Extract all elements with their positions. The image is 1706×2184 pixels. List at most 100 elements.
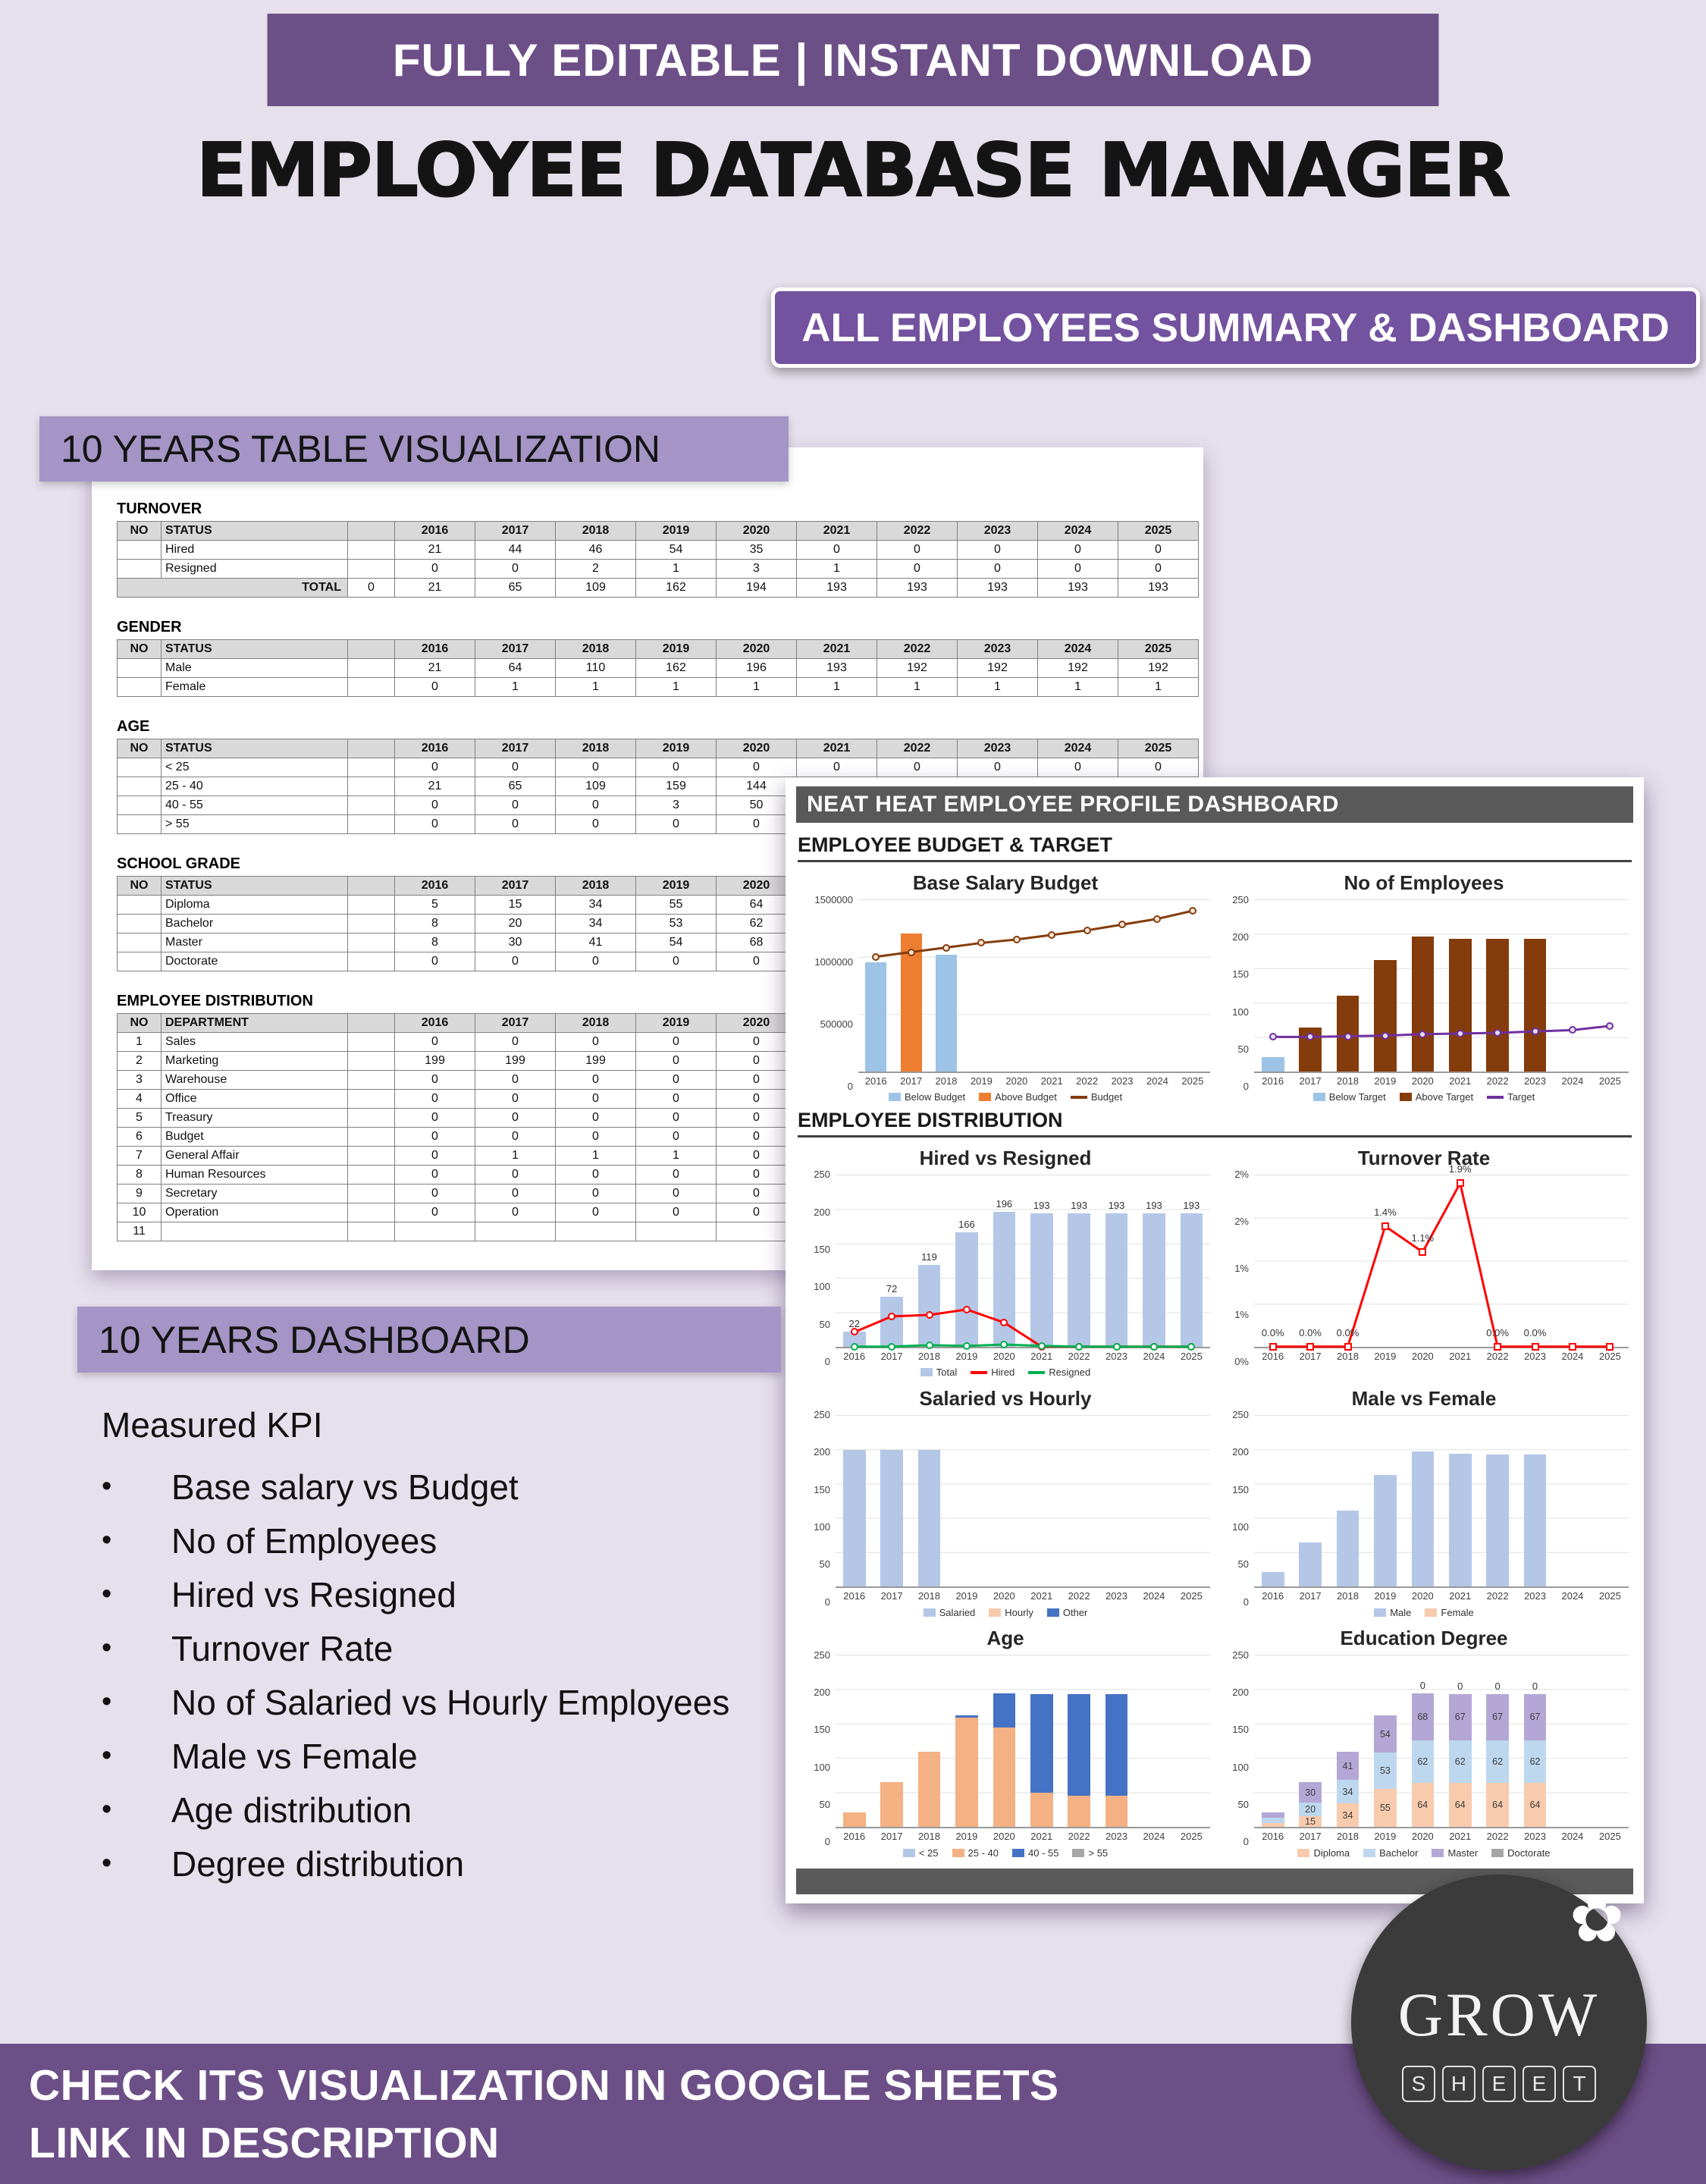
- plot-area: 0.0% 0.0% 0.0% 1.4% 1.1% 1.9% 0.0% 0.0%: [1254, 1163, 1629, 1351]
- cell-value: 0: [635, 814, 717, 834]
- bar-column: 193: [1173, 1175, 1210, 1347]
- line-marker: [1344, 1032, 1352, 1040]
- cell-blank: [347, 1127, 395, 1147]
- chart-legend: < 25 25 - 40 40 - 55 > 55: [801, 1846, 1210, 1859]
- line-series: [1254, 1175, 1629, 1347]
- line-marker: [850, 1342, 858, 1351]
- x-tick-label: 2021: [1449, 1075, 1472, 1087]
- cell-value: 21: [394, 658, 475, 678]
- kpi-item: • Male vs Female: [102, 1729, 729, 1783]
- cell-label: Secretary: [161, 1184, 348, 1203]
- table-row: Female 0 1 1 1 1 1 1 1 1 1: [117, 677, 1199, 697]
- bar-value-label: 166: [958, 1218, 975, 1230]
- col-year: 2025: [1118, 639, 1199, 659]
- line-series: [858, 899, 1210, 1072]
- cell-value: 0: [555, 1127, 636, 1147]
- bar-segment: [1180, 1213, 1203, 1347]
- x-tick-label: 2019: [970, 1075, 993, 1087]
- chart-legend: Diploma Bachelor Master Doctorate: [1219, 1846, 1629, 1859]
- x-tick-label: 2016: [1262, 1831, 1284, 1842]
- chart-body: 250 200 150 100 50 0 2016 2017 2018 2019 2020 2021 2…: [801, 1649, 1210, 1847]
- cell-value: 0: [555, 814, 636, 834]
- bar-column: [873, 1655, 910, 1827]
- bar-stack: [880, 1415, 903, 1587]
- kpi-bullet: •: [102, 1847, 112, 1879]
- cell-label: Marketing: [161, 1051, 348, 1071]
- cell-value: 0: [716, 1051, 797, 1071]
- table-heading: EMPLOYEE DISTRIBUTION: [117, 993, 313, 1009]
- legend-label: Above Target: [1415, 1091, 1474, 1103]
- x-tick-label: 2022: [1068, 1831, 1090, 1842]
- cell-value: 0: [475, 1089, 556, 1109]
- cell-value: 0: [635, 1032, 717, 1052]
- cell-value: 0: [716, 814, 797, 834]
- bar-stack: 64 62 67: [1523, 1655, 1547, 1827]
- x-tick-label: 2019: [955, 1590, 978, 1602]
- line-marker: [907, 948, 915, 956]
- cell-label: Hired: [161, 540, 348, 560]
- bar-segment: [1143, 1213, 1165, 1347]
- cell-value: 1: [635, 677, 717, 697]
- bar-column: 55 53 54: [1366, 1655, 1403, 1827]
- cell-label: > 55: [161, 814, 348, 834]
- col-blank: [347, 1013, 395, 1033]
- bar-value-label: 0: [1419, 1680, 1425, 1692]
- x-tick-label: 2023: [1105, 1350, 1127, 1362]
- bar-value-label: 196: [996, 1197, 1013, 1210]
- x-tick-label: 2020: [993, 1590, 1015, 1602]
- bar-segment: 53: [1374, 1753, 1397, 1790]
- cell-value: 15: [475, 895, 556, 915]
- cell-value: 0: [555, 1108, 636, 1128]
- bar-stack: 55 53 54: [1374, 1655, 1397, 1827]
- total-value: 21: [394, 578, 475, 598]
- line-marker: [1083, 926, 1091, 934]
- bar-stack: [1561, 1655, 1584, 1827]
- col-label: STATUS: [161, 639, 348, 659]
- cell-label: General Affair: [161, 1146, 348, 1166]
- col-label: STATUS: [161, 876, 348, 896]
- plot-column: 2016 2017 2018 2019 2020 2021 2022 2023 2024 2025: [1254, 1414, 1629, 1602]
- bar-segment: [993, 1693, 1016, 1728]
- bar-column: [1173, 1655, 1210, 1827]
- cell-value: 0: [716, 1108, 797, 1128]
- legend-label: Hired: [991, 1367, 1015, 1378]
- line-marker: [1306, 1342, 1315, 1351]
- cell-value: 0: [394, 1146, 475, 1166]
- cell-value: 1: [635, 559, 717, 579]
- kpi-text: Age distribution: [171, 1790, 412, 1830]
- legend-item: Male: [1374, 1607, 1411, 1618]
- bar-stack: [1105, 1655, 1128, 1827]
- plot-column: 0.0% 0.0% 0.0% 1.4% 1.1% 1.9% 0.0% 0.0% 2016 2017…: [1254, 1163, 1629, 1362]
- x-tick-label: 2019: [1374, 1831, 1397, 1842]
- col-year: 2020: [716, 876, 797, 896]
- line-marker: [1037, 1341, 1046, 1350]
- total-value: 162: [635, 578, 717, 598]
- bar-column: 64 62 67 0: [1516, 1655, 1554, 1827]
- bar-column: [1441, 1415, 1479, 1587]
- legend-label: < 25: [918, 1847, 939, 1859]
- flower-icon: ✿: [1569, 1883, 1624, 1956]
- x-tick-label: 2025: [1180, 1350, 1203, 1362]
- cell-value: 0: [1118, 559, 1199, 579]
- bar-stack: [917, 1415, 941, 1587]
- bar-column: 119: [911, 1175, 948, 1347]
- x-tick-label: 2017: [1299, 1831, 1322, 1842]
- cell-value: 8: [394, 914, 475, 934]
- cell-value: 1: [555, 1146, 636, 1166]
- bar-segment: 54: [1374, 1715, 1397, 1753]
- line-marker: [942, 943, 950, 952]
- x-tick-label: 2021: [1449, 1590, 1472, 1602]
- kpi-list: • Base salary vs Budget • No of Employees • H…: [102, 1460, 729, 1891]
- cell-value: 0: [475, 1032, 556, 1052]
- chart-title: Turnover Rate: [1357, 1146, 1491, 1169]
- plot-area: [858, 899, 1210, 1073]
- cell-label: [161, 1222, 348, 1241]
- bar-segment: 30: [1299, 1782, 1322, 1803]
- bar-column: 193: [1098, 1175, 1135, 1347]
- bar-segment: 64: [1411, 1782, 1435, 1827]
- x-tick-label: 2022: [1486, 1590, 1509, 1602]
- cell-blank: [347, 933, 395, 952]
- cell-no: [117, 914, 162, 934]
- sheet-section: TURNOVER NO STATUS 2016 2017 2018 2019 2020 2021…: [117, 500, 1203, 598]
